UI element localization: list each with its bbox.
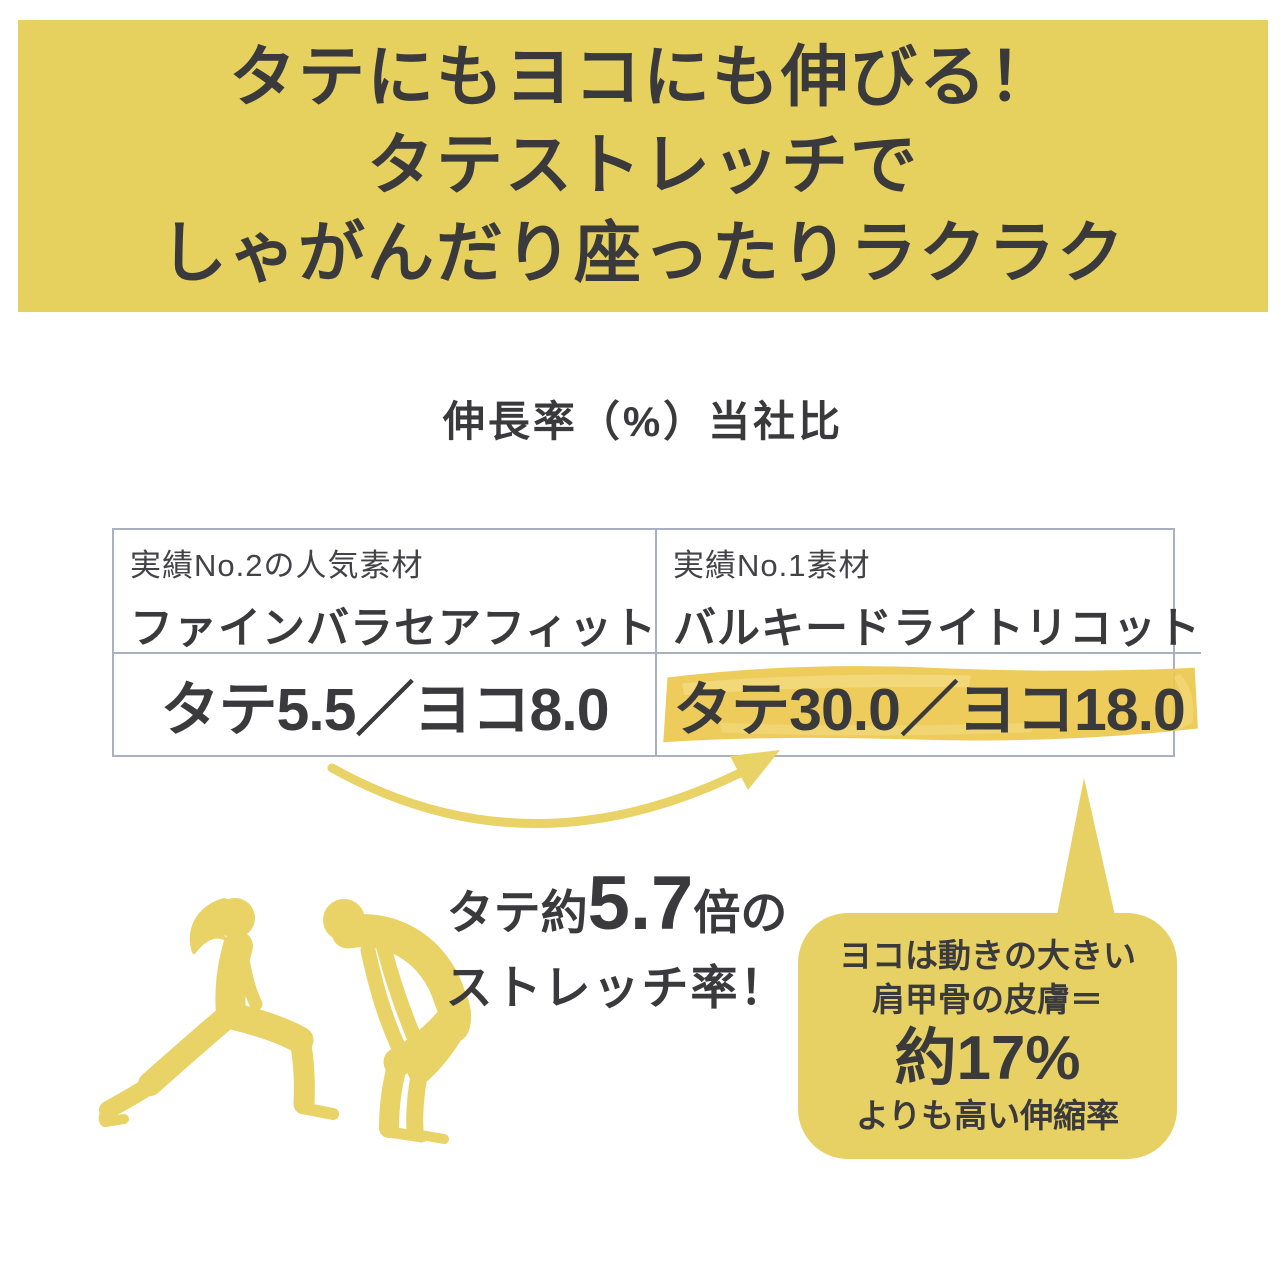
stretch-ratio-lead: タテ約 bbox=[446, 886, 588, 939]
stretch-ratio-line2: ストレッチ率！ bbox=[445, 961, 789, 1014]
stretch-ratio-number: 5.7 bbox=[587, 861, 694, 946]
stretch-value-cell-no1: タテ30.0／ヨコ18.0 bbox=[655, 654, 1201, 755]
material-name-no1: バルキードライトリコット bbox=[673, 605, 1201, 653]
speech-bubble: ヨコは動きの大きい 肩甲骨の皮膚＝ 約17% よりも高い伸縮率 bbox=[798, 913, 1177, 1159]
material-comparison-table: 実績No.2の人気素材 ファインバラセアフィット 実績No.1素材 バルキードラ… bbox=[112, 528, 1201, 757]
elongation-rate-subtitle: 伸長率（%）当社比 bbox=[442, 398, 844, 445]
bubble-line-2: 肩甲骨の皮膚＝ bbox=[872, 981, 1103, 1018]
stretch-value-no2: タテ5.5／ヨコ8.0 bbox=[160, 677, 609, 743]
bubble-line-1: ヨコは動きの大きい bbox=[839, 937, 1136, 974]
banner-line-1: タテにもヨコにも伸びる！ bbox=[229, 40, 1057, 115]
stretch-ratio-tail: 倍の bbox=[693, 886, 788, 939]
bubble-line-3: よりも高い伸縮率 bbox=[855, 1097, 1120, 1134]
curved-arrow-icon bbox=[327, 750, 780, 828]
bubble-percentage: 約17% bbox=[894, 1024, 1081, 1093]
top-banner: タテにもヨコにも伸びる！ タテストレッチで しゃがんだり座ったりラクラク bbox=[18, 20, 1268, 312]
stretch-value-cell-no2: タテ5.5／ヨコ8.0 bbox=[114, 654, 655, 755]
material-name-no2: ファインバラセアフィット bbox=[130, 605, 658, 653]
stretch-ratio-line1: タテ約5.7倍の bbox=[392, 862, 842, 955]
stretch-value-no1: タテ30.0／ヨコ18.0 bbox=[673, 677, 1186, 743]
banner-line-2: タテストレッチで bbox=[367, 128, 919, 203]
exercising-figures-illustration bbox=[98, 898, 472, 1144]
speech-bubble-tail bbox=[1056, 778, 1116, 920]
marker-highlight bbox=[663, 666, 1198, 743]
material-tagline-no2: 実績No.2の人気素材 bbox=[130, 548, 424, 583]
material-tagline-no1: 実績No.1素材 bbox=[673, 548, 871, 583]
material-header-no1: 実績No.1素材 バルキードライトリコット bbox=[655, 530, 1201, 654]
banner-line-3: しゃがんだり座ったりラクラク bbox=[160, 216, 1126, 291]
material-header-no2: 実績No.2の人気素材 ファインバラセアフィット bbox=[114, 530, 658, 654]
stretch-ratio-note: タテ約5.7倍の ストレッチ率！ bbox=[392, 862, 842, 1018]
